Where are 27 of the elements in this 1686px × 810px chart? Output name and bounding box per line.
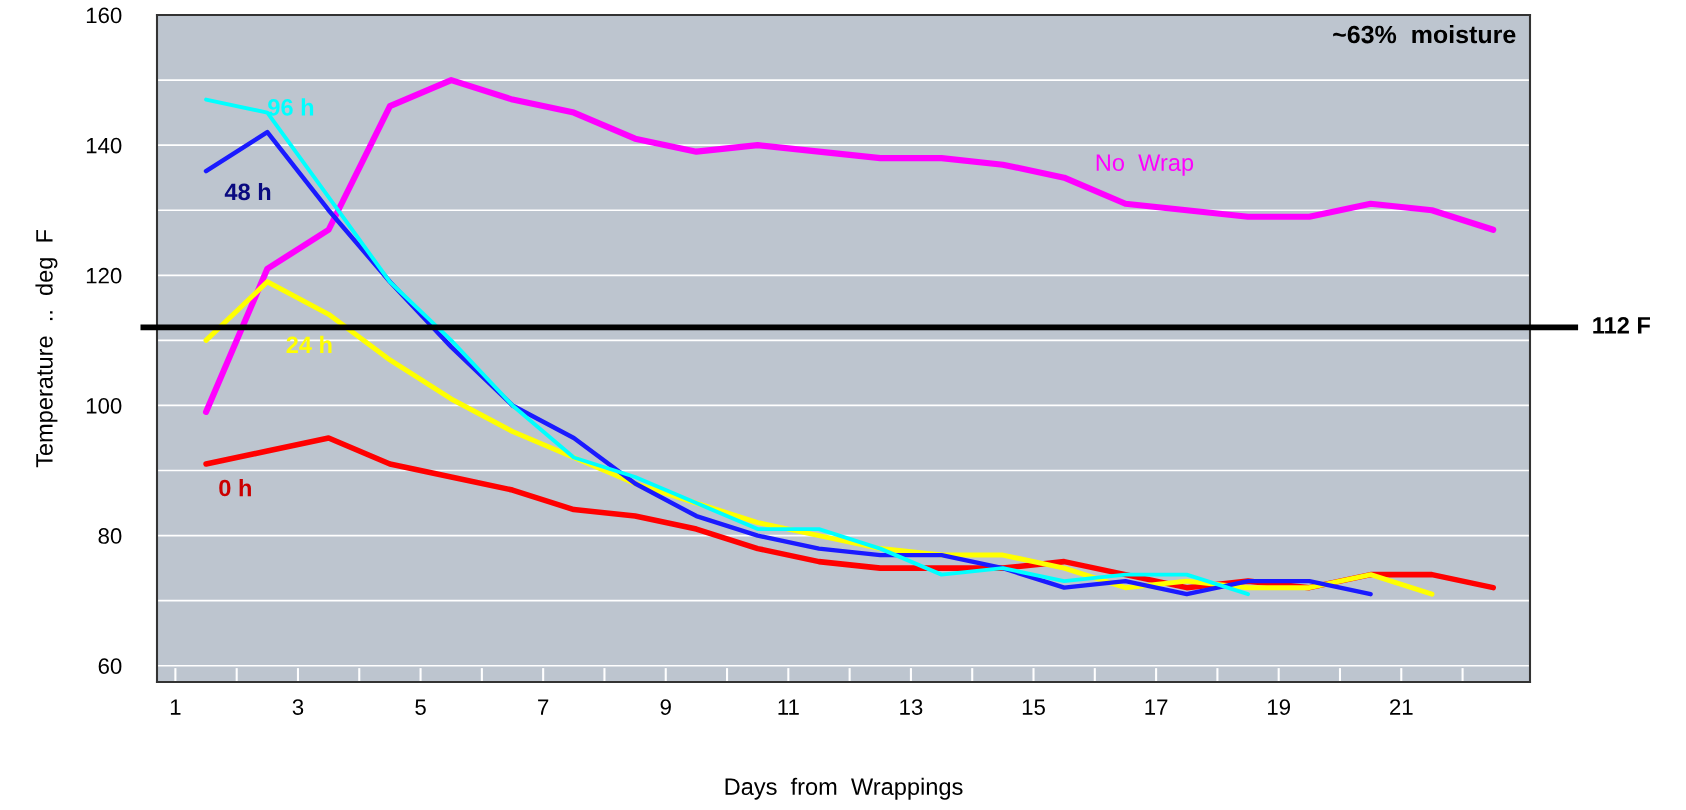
- x-tick-label: 3: [292, 699, 304, 715]
- series-label: No Wrap: [1096, 154, 1194, 176]
- y-tick-label: 140: [86, 137, 122, 154]
- series-label: 48 h: [224, 182, 271, 201]
- y-tick-label: 80: [98, 528, 122, 544]
- annotation: ~63% moisture: [1333, 25, 1516, 44]
- y-tick-label: 100: [86, 397, 122, 414]
- y-tick-label: 120: [86, 267, 122, 284]
- x-tick-label: 15: [1022, 699, 1045, 715]
- x-tick-label: 17: [1145, 699, 1168, 715]
- x-tick-label: 9: [660, 699, 671, 715]
- series-label: 0 h: [219, 479, 251, 497]
- y-axis-title: Temperature .. deg F: [35, 230, 58, 468]
- y-tick-label: 160: [86, 7, 122, 24]
- x-tick-label: 7: [538, 699, 549, 715]
- x-axis-title: Days from Wrappings: [725, 777, 963, 800]
- y-tick-label: 60: [98, 658, 122, 674]
- x-tick-label: 19: [1268, 699, 1290, 715]
- ref-line-label: 112 F: [1593, 316, 1650, 334]
- x-tick-label: 5: [415, 699, 426, 715]
- x-tick-label: 21: [1390, 699, 1413, 715]
- line-series: [204, 97, 1250, 597]
- x-tick-label: 1: [170, 699, 181, 715]
- x-tick-label: 11: [778, 699, 799, 715]
- series-label: 24 h: [286, 335, 332, 353]
- x-tick-label: 13: [900, 699, 923, 715]
- series-label: 96 h: [268, 98, 314, 116]
